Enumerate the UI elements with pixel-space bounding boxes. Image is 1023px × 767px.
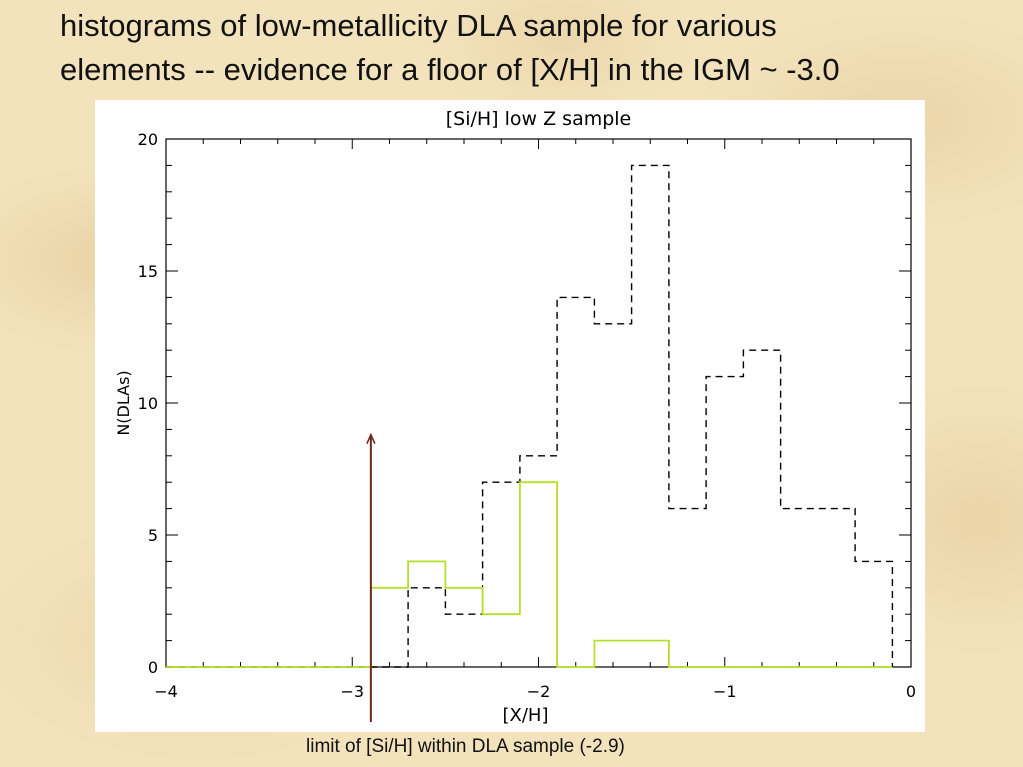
- x-tick-label: −3: [340, 682, 364, 701]
- y-tick-label: 0: [148, 658, 158, 677]
- x-tick-label: −1: [713, 682, 737, 701]
- y-tick-label: 10: [138, 394, 158, 413]
- histogram-solid-series: [166, 481, 893, 668]
- histogram-chart: −4 −3 −2 −1 0 0 5 10 15 20 [Si/H] low Z sample [X/H…: [114, 108, 916, 726]
- histogram-dashed-series: [166, 164, 894, 668]
- y-tick-label: 5: [148, 526, 158, 545]
- x-tick-label: 0: [906, 682, 916, 701]
- chart-panel: −4 −3 −2 −1 0 0 5 10 15 20 [Si/H] low Z sample [X/H…: [95, 100, 925, 732]
- chart-title: [Si/H] low Z sample: [446, 108, 632, 130]
- y-tick-label: 15: [138, 262, 158, 281]
- slide-title-line-1: histograms of low-metallicity DLA sample…: [60, 8, 777, 43]
- slide-title-line-2: elements -- evidence for a floor of [X/H…: [60, 52, 840, 87]
- plot-frame: [165, 138, 912, 668]
- arrow-caption: limit of [Si/H] within DLA sample (-2.9): [306, 736, 625, 757]
- x-tick-label: −4: [154, 682, 178, 701]
- y-tick-label: 20: [138, 130, 158, 149]
- x-axis-label: [X/H]: [503, 705, 549, 726]
- y-axis-label: N(DLAs): [114, 370, 133, 435]
- slide-title: histograms of low-metallicity DLA sample…: [60, 4, 1000, 92]
- limit-arrow-head: [366, 432, 376, 445]
- x-tick-label: −2: [527, 682, 551, 701]
